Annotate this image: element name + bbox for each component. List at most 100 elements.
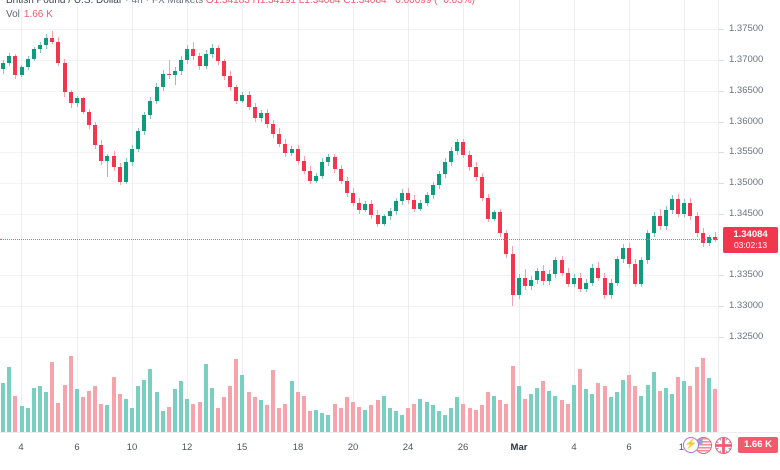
candle-body	[688, 202, 692, 217]
volume-bar	[511, 365, 515, 432]
candle-body	[701, 233, 705, 244]
grid-line-vertical	[132, 0, 133, 432]
candle-body	[302, 160, 306, 171]
volume-bar	[603, 386, 607, 432]
candle-body	[523, 277, 527, 287]
volume-bar	[99, 403, 103, 432]
volume-bar	[695, 367, 699, 432]
time-axis-tick: 6	[74, 442, 80, 453]
volume-bar	[234, 359, 238, 432]
price-tick-label: 1.33500	[729, 269, 764, 281]
candle-body	[99, 144, 103, 161]
volume-bar	[339, 408, 343, 432]
candle-body	[216, 47, 220, 62]
volume-bar	[333, 403, 337, 432]
volume-bar	[222, 397, 226, 432]
volume-bar	[271, 370, 275, 432]
grid-line-vertical	[574, 0, 575, 432]
volume-bar	[541, 381, 545, 432]
volume-bar	[382, 395, 386, 432]
time-axis-tick: 12	[181, 442, 193, 453]
last-price-badge[interactable]: 1.34084 03:02:13	[723, 227, 778, 254]
volume-bar	[44, 392, 48, 432]
candle-body	[627, 248, 631, 265]
candle-body	[394, 201, 398, 212]
candle-body	[155, 87, 159, 101]
candle-body	[363, 203, 367, 211]
candle-body	[296, 148, 300, 161]
candle-body	[93, 125, 97, 145]
candle-body	[210, 47, 214, 54]
grid-line-vertical	[519, 0, 520, 432]
volume-bar	[449, 408, 453, 432]
candle-body	[259, 112, 263, 118]
volume-bar	[498, 400, 502, 432]
candle-body	[388, 211, 392, 217]
price-tick-dash	[719, 90, 724, 92]
candle-body	[670, 198, 674, 211]
chart-plot-area[interactable]	[0, 0, 718, 432]
volume-bar	[670, 394, 674, 432]
volume-bar	[547, 390, 551, 432]
bolt-icon[interactable]: ⚡	[683, 437, 699, 453]
volume-bar	[596, 382, 600, 432]
volume-bar	[161, 411, 165, 432]
candle-body	[498, 212, 502, 234]
candle-body	[553, 260, 557, 274]
candle-body	[308, 170, 312, 181]
candle-body	[621, 248, 625, 260]
candle-body	[333, 157, 337, 170]
volume-bar	[394, 411, 398, 432]
volume-bar	[283, 403, 287, 432]
candle-body	[124, 162, 128, 182]
volume-bar	[105, 405, 109, 432]
candle-body	[283, 143, 287, 154]
volume-bar	[155, 392, 159, 432]
volume-bar	[535, 387, 539, 432]
price-tick-label: 1.36500	[729, 84, 764, 96]
candle-body	[32, 49, 36, 59]
candle-body	[87, 111, 91, 126]
volume-bar	[621, 379, 625, 432]
grid-line-horizontal	[0, 29, 718, 31]
price-axis[interactable]: 1.37500 1.37000 1.36500 1.36000 1.35500 1.350…	[718, 0, 780, 432]
volume-bar	[572, 384, 576, 432]
candle-body	[26, 58, 30, 68]
candle-body	[437, 174, 441, 186]
grid-line-horizontal	[0, 336, 718, 338]
volume-bar	[701, 357, 705, 432]
grid-line-horizontal	[0, 121, 718, 123]
time-axis[interactable]: 4610121518202426Mar4610	[0, 432, 780, 470]
candle-body	[13, 56, 17, 75]
volume-bar	[314, 409, 318, 432]
candle-body	[474, 167, 478, 177]
candle-body	[468, 154, 472, 167]
candle-body	[511, 254, 515, 295]
volume-bar	[615, 392, 619, 432]
volume-bar	[357, 406, 361, 432]
candle-body	[566, 272, 570, 284]
candle-body	[449, 151, 453, 163]
volume-bar	[609, 397, 613, 432]
price-tick-label: 1.32500	[729, 330, 764, 342]
uk-flag-icon[interactable]	[715, 436, 732, 454]
candle-body	[38, 45, 42, 49]
candle-body	[234, 87, 238, 101]
volume-bar	[240, 375, 244, 432]
candle-body	[179, 60, 183, 72]
price-tick-dash	[719, 336, 724, 338]
volume-bar	[443, 414, 447, 432]
candle-body	[290, 148, 294, 154]
volume-bar	[26, 408, 30, 432]
us-flag-icon[interactable]	[695, 436, 712, 454]
volume-bar	[277, 408, 281, 432]
volume-bar	[167, 406, 171, 432]
candle-body	[492, 212, 496, 219]
price-tick-dash	[719, 183, 724, 184]
price-tick-dash	[719, 29, 724, 31]
volume-bar	[455, 397, 459, 432]
volume-bar	[468, 408, 472, 432]
volume-bar	[676, 376, 680, 432]
volume-bar	[290, 381, 294, 432]
candle-body	[277, 133, 281, 144]
